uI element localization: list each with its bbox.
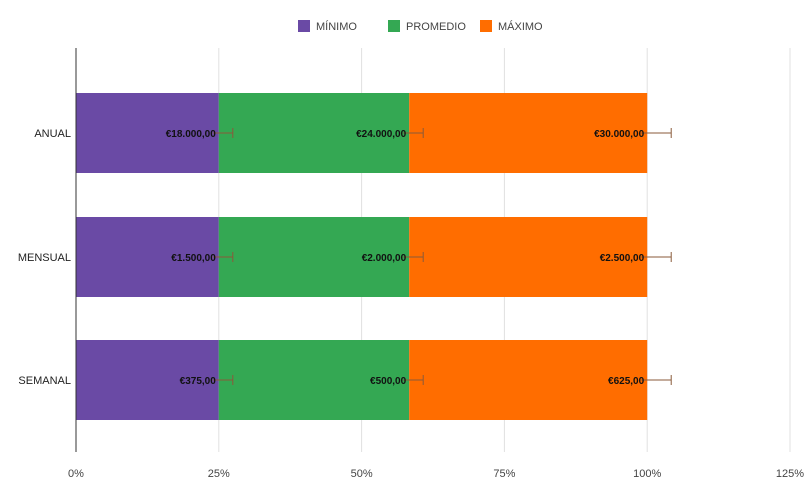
legend-label: MÍNIMO [316, 20, 357, 33]
data-label: €375,00 [180, 376, 217, 387]
data-label: €24.000,00 [356, 129, 406, 140]
category-label: SEMANAL [18, 375, 71, 387]
x-tick-label: 100% [633, 468, 661, 480]
legend: MÍNIMO PROMEDIO MÁXIMO [298, 20, 543, 33]
data-label: €18.000,00 [166, 129, 216, 140]
bar-segment [76, 93, 219, 173]
data-label: €2.000,00 [362, 253, 407, 264]
legend-label: MÁXIMO [498, 20, 543, 33]
bars [76, 93, 648, 420]
x-tick-label: 0% [68, 468, 84, 480]
bar-segment [409, 340, 648, 420]
data-label: €625,00 [608, 376, 645, 387]
bar-segment [218, 93, 410, 173]
error-bars [212, 128, 672, 385]
x-tick-label: 25% [208, 468, 230, 480]
bar-segment [218, 217, 410, 297]
legend-swatch [480, 20, 492, 32]
category-label: ANUAL [34, 128, 71, 140]
data-label: €2.500,00 [600, 253, 645, 264]
bar-segment [76, 217, 219, 297]
category-label: MENSUAL [18, 252, 71, 264]
bar-segment [409, 93, 648, 173]
x-tick-label: 50% [351, 468, 373, 480]
legend-label: PROMEDIO [406, 21, 466, 33]
data-labels: €18.000,00 €24.000,00 €30.000,00 €1.500,00 €… [166, 129, 645, 387]
data-label: €500,00 [370, 376, 407, 387]
x-tick-label: 125% [776, 468, 804, 480]
data-label: €1.500,00 [171, 253, 216, 264]
legend-swatch [298, 20, 310, 32]
bar-segment [76, 340, 219, 420]
x-tick-label: 75% [493, 468, 515, 480]
data-label: €30.000,00 [594, 129, 644, 140]
legend-swatch [388, 20, 400, 32]
bar-segment [218, 340, 410, 420]
bar-segment [409, 217, 648, 297]
axis: 0% 25% 50% 75% 100% 125% ANUAL MENSUAL SEMANAL [18, 48, 804, 480]
